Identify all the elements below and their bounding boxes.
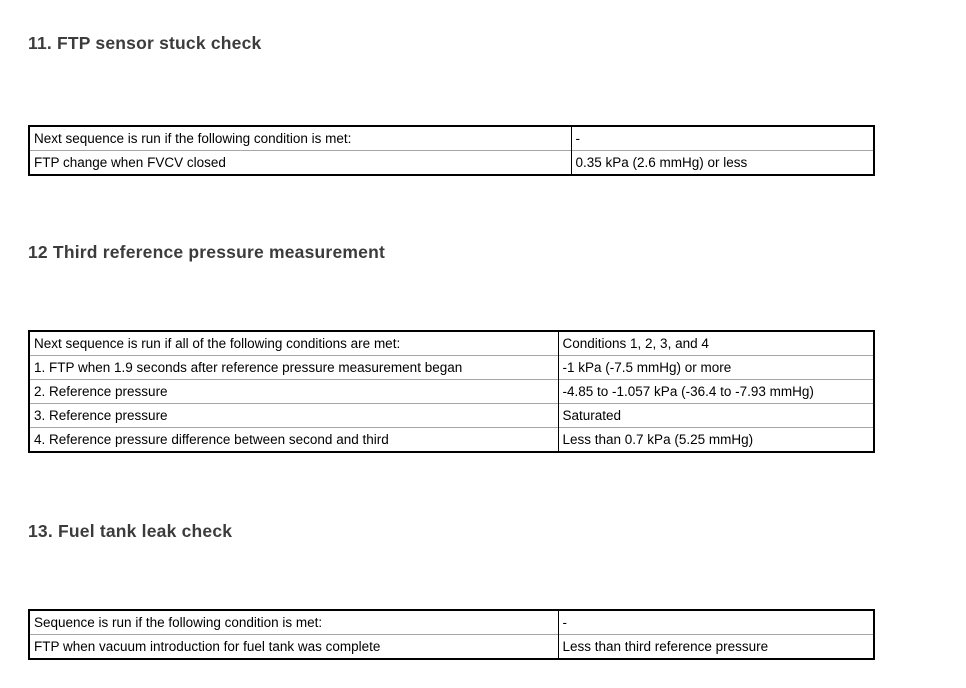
condition-value-cell: Less than 0.7 kPa (5.25 mmHg) [557,427,874,452]
condition-value-cell: Saturated [557,403,874,428]
condition-value-cell: - [557,610,874,635]
table-row: Next sequence is run if the following co… [29,126,874,151]
table-row: 1. FTP when 1.9 seconds after reference … [29,355,874,380]
table-row: 4. Reference pressure difference between… [29,427,874,452]
condition-table-13: Sequence is run if the following conditi… [28,609,875,660]
condition-table-12: Next sequence is run if all of the follo… [28,330,875,453]
condition-label-cell: 1. FTP when 1.9 seconds after reference … [29,355,558,380]
table-row: FTP change when FVCV closed 0.35 kPa (2.… [29,150,874,175]
condition-value-cell: - [570,126,874,151]
condition-table-11: Next sequence is run if the following co… [28,125,875,176]
condition-label-cell: 3. Reference pressure [29,403,558,428]
condition-label-cell: 2. Reference pressure [29,379,558,404]
condition-value-cell: -1 kPa (-7.5 mmHg) or more [557,355,874,380]
condition-label-cell: Next sequence is run if the following co… [34,131,352,146]
condition-label-cell: Sequence is run if the following conditi… [34,615,323,630]
table-row: FTP when vacuum introduction for fuel ta… [29,634,874,659]
table-row: 2. Reference pressure -4.85 to -1.057 kP… [29,379,874,404]
condition-label-cell: Next sequence is run if all of the follo… [34,336,401,351]
table-row: Sequence is run if the following conditi… [29,610,874,635]
section-heading-11: 11. FTP sensor stuck check [28,33,262,53]
table-row: Next sequence is run if all of the follo… [29,331,874,356]
section-heading-13: 13. Fuel tank leak check [28,521,233,541]
section-heading-12: 12 Third reference pressure measurement [28,242,385,262]
condition-value-cell: -4.85 to -1.057 kPa (-36.4 to -7.93 mmHg… [557,379,874,404]
condition-value-cell: Conditions 1, 2, 3, and 4 [557,331,874,356]
condition-value-cell: 0.35 kPa (2.6 mmHg) or less [570,150,874,175]
condition-label-cell: 4. Reference pressure difference between… [29,427,558,452]
table-row: 3. Reference pressure Saturated [29,403,874,428]
condition-value-cell: Less than third reference pressure [557,634,874,659]
condition-label-cell: FTP when vacuum introduction for fuel ta… [29,634,558,659]
condition-label-cell: FTP change when FVCV closed [29,150,571,175]
